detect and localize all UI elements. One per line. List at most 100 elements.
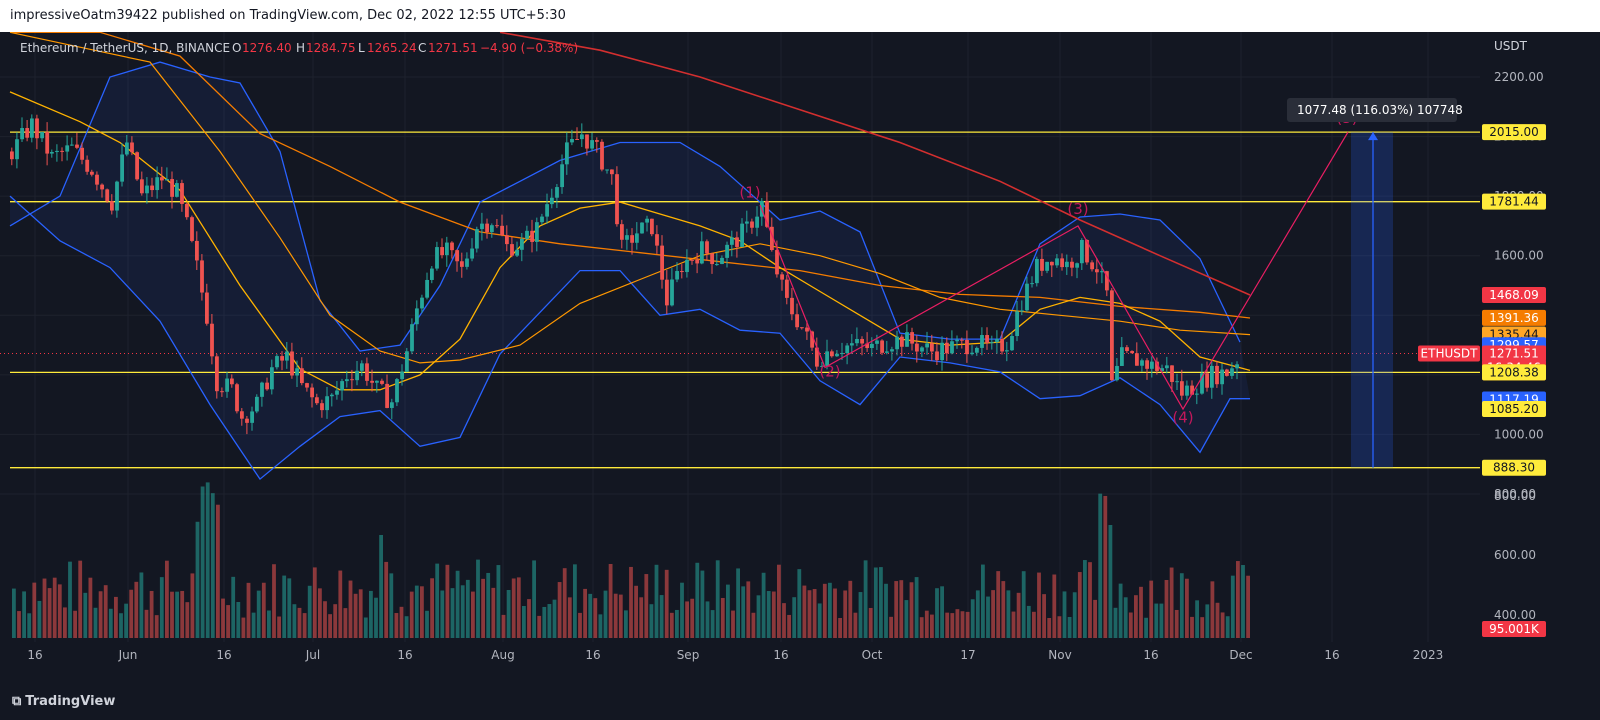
candle-body xyxy=(735,237,739,247)
candle-body xyxy=(295,368,299,376)
candle-body xyxy=(900,336,904,347)
candle-body xyxy=(585,134,589,149)
candle-body xyxy=(510,244,514,256)
candle-body xyxy=(365,363,369,381)
price-tag-text: 95.001K xyxy=(1489,622,1540,636)
candle-body xyxy=(790,297,794,315)
volume-bar xyxy=(817,603,822,638)
volume-bar xyxy=(318,588,322,638)
candle-body xyxy=(175,183,179,197)
volume-bar xyxy=(608,563,613,638)
volume-bar xyxy=(425,610,429,638)
candle-body xyxy=(1135,353,1139,366)
volume-bar xyxy=(996,571,1001,638)
candle-body xyxy=(40,131,44,139)
volume-bar xyxy=(165,560,169,638)
ma-red xyxy=(499,32,1251,296)
time-tick-label: 16 xyxy=(397,648,412,662)
volume-bar xyxy=(1047,617,1052,638)
candle-body xyxy=(580,134,584,140)
candle-body xyxy=(155,177,160,191)
candle-body xyxy=(405,351,409,372)
volume-bar xyxy=(328,614,332,638)
volume-bar xyxy=(1210,581,1215,638)
candle-body xyxy=(95,174,99,185)
volume-bar xyxy=(73,610,77,638)
candle-body xyxy=(905,332,909,347)
candle-body xyxy=(430,268,434,280)
candle-body xyxy=(475,229,479,249)
volume-bar xyxy=(134,581,139,638)
volume-tick-label: 600.00 xyxy=(1494,548,1536,562)
time-tick-label: Oct xyxy=(862,648,883,662)
volume-bar xyxy=(848,580,853,638)
volume-bar xyxy=(460,585,465,638)
volume-bar xyxy=(307,585,312,638)
tradingview-logo[interactable]: ⧉ TradingView xyxy=(12,694,115,709)
candle-body xyxy=(1230,368,1234,376)
candle-body xyxy=(370,380,374,383)
volume-bar xyxy=(226,605,230,638)
candle-body xyxy=(480,223,484,230)
price-tags: 2015.001781.441468.091391.361335.441299.… xyxy=(1418,124,1546,637)
volume-bar xyxy=(567,597,572,638)
candle-body xyxy=(320,403,324,411)
candle-body xyxy=(945,342,949,354)
volume-bar xyxy=(231,576,236,638)
volume-bar xyxy=(414,585,419,638)
price-range-measure[interactable]: 1077.48 (116.03%) 107748 xyxy=(1287,98,1463,468)
volume-bar xyxy=(404,616,409,638)
volume-bar xyxy=(766,591,771,638)
volume-bar xyxy=(185,602,190,638)
candle-body xyxy=(260,382,264,397)
price-tag: 1208.38 xyxy=(1482,364,1546,381)
volume-bar xyxy=(261,582,266,638)
price-tag: 1085.20 xyxy=(1482,401,1546,418)
volume-bar xyxy=(654,564,659,638)
time-tick-label: Jun xyxy=(118,648,138,662)
candle-body xyxy=(60,150,64,152)
candle-body xyxy=(180,183,184,204)
volume-bar xyxy=(22,591,26,638)
candle-body xyxy=(675,271,679,280)
volume-bar xyxy=(685,601,689,638)
measure-area[interactable] xyxy=(1351,132,1393,468)
candle-body xyxy=(740,223,744,247)
candle-body xyxy=(1045,261,1049,271)
volume-bar xyxy=(1236,561,1240,638)
legend-close: 1271.51 xyxy=(428,41,478,55)
candle-body xyxy=(440,247,444,256)
candle-body xyxy=(815,347,819,367)
volume-bar xyxy=(190,573,195,638)
candle-body xyxy=(960,339,964,341)
candle-body xyxy=(950,341,954,354)
symbol-tag-bg xyxy=(1418,345,1480,362)
volume-bar xyxy=(506,589,511,638)
footer: ⧉ TradingView xyxy=(0,688,1600,720)
candle-body xyxy=(330,394,334,397)
candle-body xyxy=(355,370,359,381)
candle-body xyxy=(335,390,339,395)
wave-path[interactable] xyxy=(759,131,1349,411)
candle-body xyxy=(670,279,674,306)
volume-bar xyxy=(618,594,623,638)
volume-bar xyxy=(731,610,735,638)
time-tick-label: 2023 xyxy=(1413,648,1444,662)
candle-body xyxy=(445,242,449,256)
chart[interactable]: (1)(2)(3)(4)(5) 1077.48 (116.03%) 107748… xyxy=(0,32,1600,688)
volume-bar xyxy=(282,575,287,638)
volume-bar xyxy=(644,574,649,638)
candles[interactable] xyxy=(10,114,1239,435)
time-tick-label: 16 xyxy=(585,648,600,662)
volume-bar xyxy=(52,577,57,638)
volume-bar xyxy=(455,570,460,638)
candle-body xyxy=(1100,271,1104,273)
candle-body xyxy=(100,184,104,190)
legend-symbol: Ethereum / TetherUS, 1D, BINANCE xyxy=(20,41,230,55)
volume-bar xyxy=(1011,611,1016,638)
candle-body xyxy=(490,225,494,233)
candle-body xyxy=(435,247,439,269)
time-axis[interactable]: 16 Jun 16 Jul 16 Aug 16 Sep 16 Oct 17 Nov 16 Dec 16 202… xyxy=(27,648,1443,662)
price-tag-bg xyxy=(1482,459,1546,476)
volume-bar xyxy=(868,607,873,638)
